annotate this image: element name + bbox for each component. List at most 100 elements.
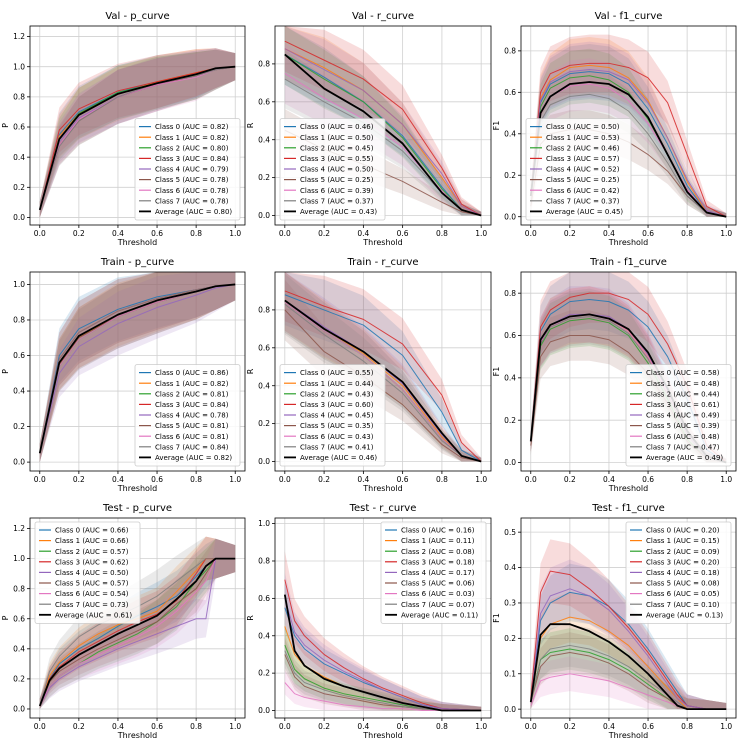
subplot-title: Test - f1_curve — [591, 503, 665, 514]
legend-entry: Class 1 (AUC = 0.53) — [546, 134, 620, 142]
legend-entry: Class 0 (AUC = 0.16) — [401, 527, 475, 535]
plot-area — [529, 539, 727, 711]
x-tick-label: 0.4 — [603, 722, 615, 731]
legend-entry: Class 2 (AUC = 0.08) — [401, 548, 475, 556]
legend-entry: Average (AUC = 0.13) — [646, 611, 723, 619]
legend-entry: Average (AUC = 0.45) — [546, 208, 623, 216]
y-tick-label: 0.3 — [504, 599, 516, 608]
legend-entry: Class 7 (AUC = 0.78) — [155, 197, 229, 205]
subplot-title: Test - p_curve — [102, 503, 172, 514]
average-line — [529, 81, 727, 218]
legend-entry: Class 5 (AUC = 0.25) — [546, 176, 620, 184]
legend-entry: Class 3 (AUC = 0.60) — [300, 401, 374, 409]
legend-entry: Class 2 (AUC = 0.57) — [55, 548, 129, 556]
axes-frame — [29, 25, 246, 226]
legend-entry: Average (AUC = 0.43) — [300, 208, 377, 216]
axes-frame — [274, 25, 492, 226]
plot-area — [38, 272, 236, 463]
legend-entry: Class 5 (AUC = 0.78) — [155, 176, 229, 184]
x-tick-label: 1.0 — [229, 229, 241, 238]
band-series-4 — [39, 48, 236, 218]
legend-entry: Class 0 (AUC = 0.20) — [646, 527, 720, 535]
y-tick-label: 0.0 — [504, 705, 516, 714]
legend-entry: Class 1 (AUC = 0.15) — [646, 537, 720, 545]
legend-entry: Class 4 (AUC = 0.18) — [646, 569, 720, 577]
legend-entry: Class 3 (AUC = 0.62) — [55, 558, 129, 566]
x-tick-label: 0.2 — [318, 475, 330, 484]
band-series-6 — [530, 58, 727, 217]
average-line — [284, 53, 482, 217]
x-axis-label: Threshold — [117, 731, 157, 740]
series-line-4 — [39, 558, 236, 707]
band-series-2 — [39, 49, 236, 218]
band-series-6 — [39, 49, 236, 218]
axes-frame — [274, 517, 492, 719]
legend-entry: Class 6 (AUC = 0.03) — [401, 590, 475, 598]
y-tick-label: 0.4 — [504, 129, 516, 138]
band-series-3 — [284, 551, 482, 711]
y-tick-label: 1.2 — [13, 524, 25, 533]
x-axis-label: Threshold — [608, 238, 648, 247]
y-tick-label: 0.6 — [504, 331, 516, 340]
y-tick-label: 0.8 — [258, 557, 270, 566]
x-tick-label: 0.2 — [73, 722, 85, 731]
y-tick-label: 0.2 — [13, 183, 25, 192]
legend-box — [34, 521, 141, 624]
x-tick-label: 0.8 — [681, 475, 693, 484]
legend-entry: Class 4 (AUC = 0.78) — [155, 412, 229, 420]
legend-entry: Class 5 (AUC = 0.81) — [155, 422, 229, 430]
legend-entry: Class 6 (AUC = 0.48) — [646, 433, 720, 441]
x-tick-label: 0.4 — [603, 229, 615, 238]
y-tick-label: 0.0 — [258, 211, 270, 220]
average-line — [38, 283, 236, 454]
legend-entry: Class 3 (AUC = 0.20) — [646, 558, 720, 566]
plot-area — [283, 551, 482, 712]
x-tick-label: 1.0 — [475, 475, 487, 484]
x-tick-label: 1.0 — [720, 229, 732, 238]
band-series-2 — [284, 627, 482, 711]
legend-entry: Class 7 (AUC = 0.37) — [300, 197, 374, 205]
legend-entry: Class 7 (AUC = 0.10) — [646, 601, 720, 609]
band-series-3 — [530, 34, 727, 217]
x-tick-label: 0.4 — [112, 475, 124, 484]
legend-entry: Class 1 (AUC = 0.44) — [300, 380, 374, 388]
legend-entry: Average (AUC = 0.11) — [401, 611, 478, 619]
legend: Class 0 (AUC = 0.20) Class 1 (AUC = 0.15)… — [625, 521, 732, 624]
band-series-7 — [39, 272, 236, 463]
x-tick-label: 1.0 — [720, 475, 732, 484]
x-tick-label: 0.4 — [357, 475, 369, 484]
y-tick-label: 0.4 — [13, 644, 25, 653]
y-tick-label: 1.0 — [258, 519, 270, 528]
legend-entry: Class 2 (AUC = 0.45) — [300, 144, 374, 152]
legend-entry: Class 1 (AUC = 0.48) — [646, 380, 720, 388]
legend-entry: Class 6 (AUC = 0.78) — [155, 187, 229, 195]
subplot-2: Val - f1_curve 0.0 0.2 0.4 0.6 0.8 1.0 0.0 0.2 0.… — [492, 11, 737, 247]
subplot-5: Train - f1_curve 0.0 0.2 0.4 0.6 0.8 1.0 0.0 0.2… — [492, 257, 737, 493]
x-tick-label: 0.4 — [112, 229, 124, 238]
x-tick-label: 1.0 — [475, 229, 487, 238]
average-line — [38, 65, 236, 211]
series-line-3 — [284, 579, 482, 712]
x-tick-label: 0.2 — [318, 722, 330, 731]
legend: Class 0 (AUC = 0.50) Class 1 (AUC = 0.53)… — [525, 118, 632, 221]
legend: Class 0 (AUC = 0.86) Class 1 (AUC = 0.82)… — [134, 364, 241, 467]
plot-area — [38, 536, 236, 709]
series-line-3 — [284, 290, 482, 462]
y-tick-label: 0.4 — [13, 153, 25, 162]
legend-entry: Class 0 (AUC = 0.46) — [300, 123, 374, 131]
x-tick-label: 0.0 — [279, 722, 291, 731]
x-tick-label: 0.6 — [151, 475, 163, 484]
y-axis-label: P — [1, 123, 10, 128]
y-tick-label: 0.0 — [504, 212, 516, 221]
legend-entry: Class 6 (AUC = 0.39) — [300, 187, 374, 195]
legend-entry: Class 1 (AUC = 0.82) — [155, 380, 229, 388]
y-tick-label: 0.6 — [13, 351, 25, 360]
x-tick-label: 1.0 — [229, 475, 241, 484]
legend: Class 0 (AUC = 0.82) Class 1 (AUC = 0.82)… — [134, 118, 241, 221]
y-tick-label: 0.8 — [504, 289, 516, 298]
x-tick-label: 0.0 — [525, 475, 537, 484]
band-series-6 — [530, 656, 727, 710]
x-tick-label: 0.2 — [318, 229, 330, 238]
legend-box — [134, 118, 241, 221]
